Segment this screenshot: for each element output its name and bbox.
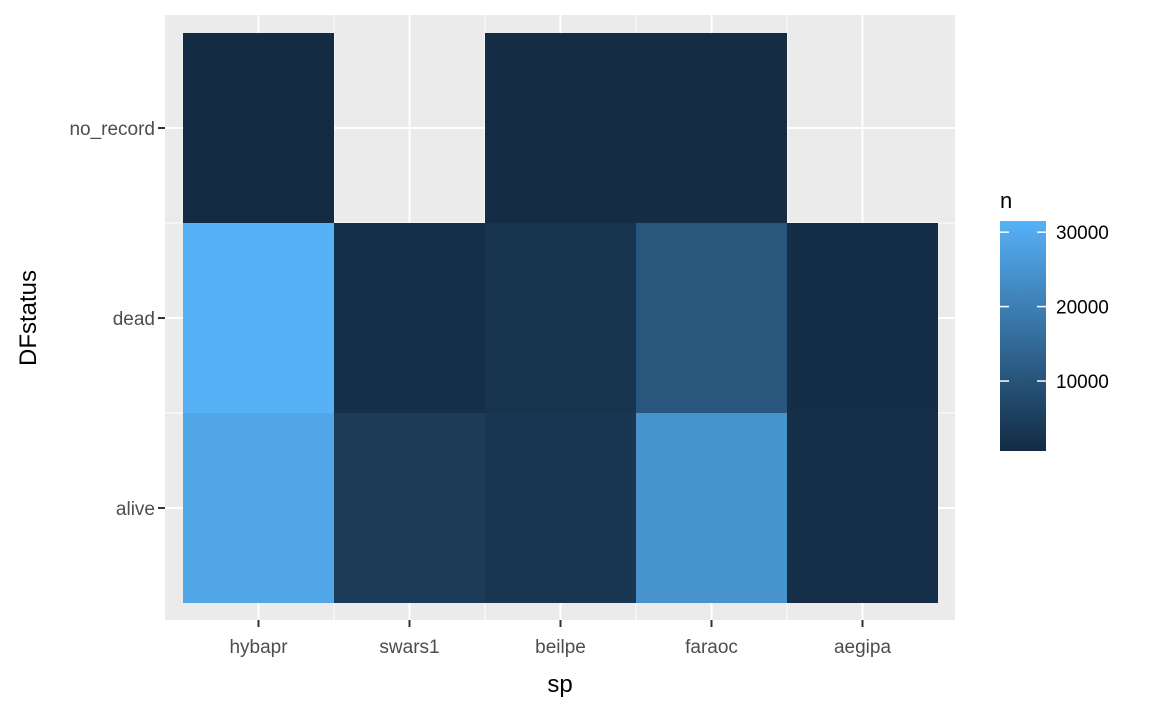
y-axis: alive dead no_record <box>69 119 165 520</box>
heatmap-tile-hybapr-alive <box>183 413 334 603</box>
y-tick-label: alive <box>116 499 155 520</box>
x-tick-label: hybapr <box>229 637 288 658</box>
heatmap-tile-beilpe-alive <box>485 413 636 603</box>
legend-colorbar <box>1000 221 1046 451</box>
heatmap-tile-hybapr-no_record <box>183 33 334 223</box>
color-legend: n 10000 20000 30000 <box>1000 188 1109 451</box>
legend-tick-label: 10000 <box>1056 372 1109 393</box>
heatmap-tile-swars1-alive <box>334 413 485 603</box>
x-tick-label: beilpe <box>535 637 586 658</box>
heatmap-tile-aegipa-alive <box>787 413 938 603</box>
y-tick-label: dead <box>113 309 155 330</box>
legend-ticks: 10000 20000 30000 <box>1000 223 1109 393</box>
heatmap-tile-swars1-dead <box>334 223 485 413</box>
legend-tick-label: 30000 <box>1056 223 1109 244</box>
y-axis-title: DFstatus <box>15 270 42 366</box>
y-tick-label: no_record <box>69 119 155 140</box>
x-axis-title: sp <box>547 671 572 698</box>
x-tick-label: aegipa <box>834 637 891 658</box>
legend-tick-label: 20000 <box>1056 298 1109 319</box>
legend-title: n <box>1000 188 1012 213</box>
heatmap-tile-beilpe-no_record <box>485 33 636 223</box>
heatmap-tile-hybapr-dead <box>183 223 334 413</box>
heatmap-tile-beilpe-dead <box>485 223 636 413</box>
x-axis: hybapr swars1 beilpe faraoc aegipa <box>229 620 891 658</box>
heatmap-tile-faraoc-no_record <box>636 33 787 223</box>
heatmap-tile-aegipa-dead <box>787 223 938 413</box>
x-tick-label: swars1 <box>379 637 439 658</box>
heatmap-tile-faraoc-alive <box>636 413 787 603</box>
heatmap-tiles <box>183 33 938 603</box>
heatmap-tile-faraoc-dead <box>636 223 787 413</box>
x-tick-label: faraoc <box>685 637 738 658</box>
